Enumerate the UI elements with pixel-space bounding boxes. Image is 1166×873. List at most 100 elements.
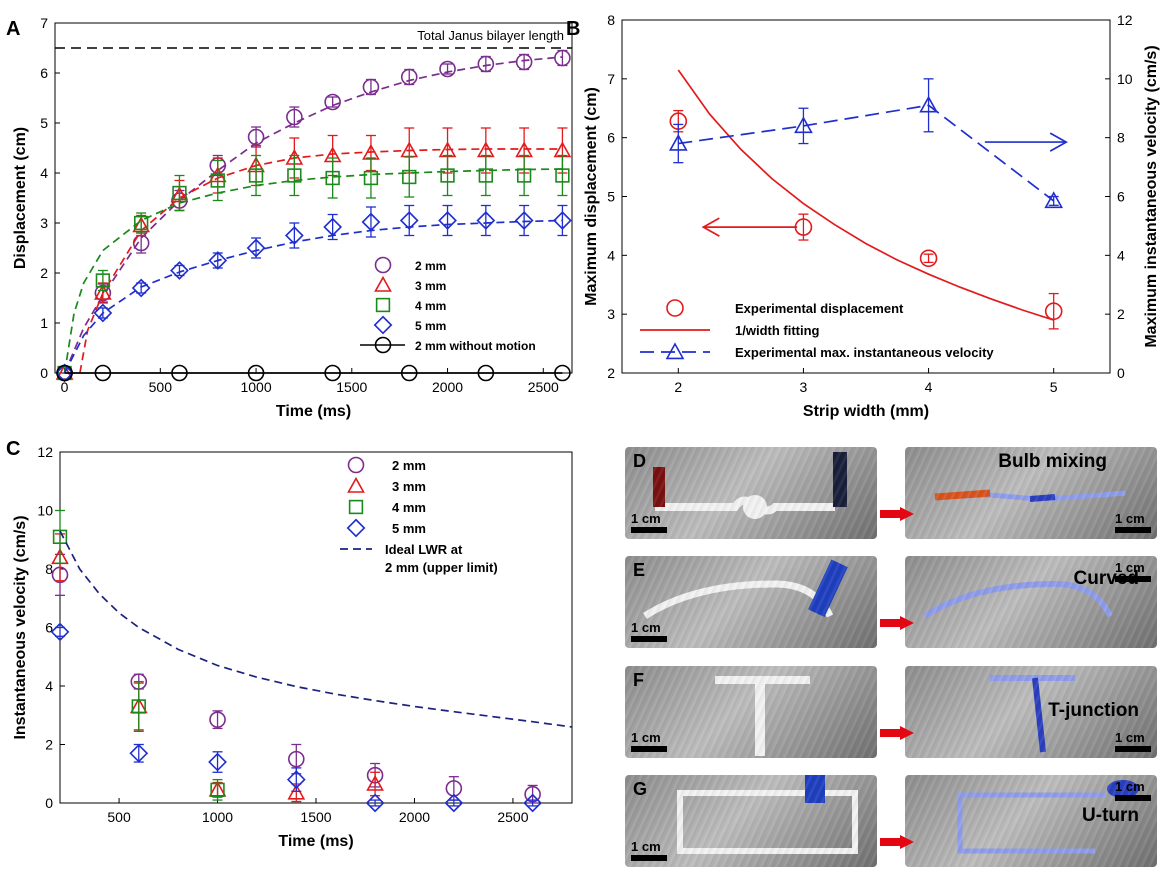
- legend-label: 5 mm: [415, 319, 446, 333]
- series-line: [677, 69, 1054, 321]
- x-tick-label: 500: [107, 809, 131, 825]
- scale-bar-label: 1 cm: [631, 511, 661, 526]
- panel-letter-a: A: [6, 18, 20, 40]
- scale-bar: 1 cm: [631, 620, 667, 642]
- legend-label: 4 mm: [415, 299, 446, 313]
- data-point: [553, 211, 572, 230]
- data-point: [170, 261, 189, 280]
- y-tick-label: 0: [40, 365, 48, 381]
- data-point: [399, 211, 419, 230]
- legend-label: 1/width fitting: [735, 323, 820, 338]
- scale-bar-label: 1 cm: [1115, 779, 1145, 794]
- data-point: [514, 211, 534, 230]
- legend-label: 3 mm: [392, 479, 426, 494]
- x-tick-label: 1000: [240, 379, 271, 395]
- data-point: [284, 226, 304, 245]
- series-0: [56, 49, 571, 382]
- legend-marker: [373, 315, 393, 335]
- y-tick-label: 5: [40, 115, 48, 131]
- data-point: [523, 793, 542, 813]
- y-tick-label: 0: [45, 795, 53, 811]
- data-point: [400, 364, 418, 382]
- fit-line: [63, 56, 563, 374]
- y-axis-label: Instantaneous velocity (cm/s): [12, 515, 29, 739]
- y-tick-label: 2: [45, 737, 53, 753]
- panel-a-chart: 0 500 1000 1500 2000 2500 0 1 2 3 4 5 6 7 Time (ms) Dis…: [12, 15, 573, 420]
- data-point: [362, 78, 380, 96]
- x-tick-label: 1500: [336, 379, 367, 395]
- data-point: [131, 278, 151, 298]
- data-point: [210, 173, 225, 188]
- series-2: [668, 78, 1064, 209]
- x-tick-label: 0: [61, 379, 69, 395]
- y-tick-label: 4: [607, 247, 615, 263]
- right-y-tick-label: 4: [1117, 247, 1125, 263]
- x-tick-label: 3: [800, 379, 808, 395]
- y-tick-label: 3: [40, 215, 48, 231]
- ideal-lwr-curve: [59, 530, 573, 728]
- photo-panel-letter: G: [633, 779, 648, 799]
- photo-caption: Bulb mixing: [998, 451, 1107, 472]
- data-point: [52, 529, 68, 545]
- photo-panel-g-after: U-turn 1 cm: [905, 775, 1157, 867]
- data-point: [209, 711, 226, 728]
- series-3: [55, 204, 572, 383]
- plot-frame: [59, 451, 573, 804]
- x-axis-label: Time (ms): [278, 833, 353, 850]
- data-point: [247, 128, 265, 146]
- series-line: [678, 104, 1055, 202]
- data-point: [668, 133, 688, 151]
- data-point: [477, 55, 495, 73]
- scale-bar: 1 cm: [1115, 779, 1151, 801]
- x-tick-label: 4: [925, 379, 933, 395]
- transition-arrow-icon: [880, 835, 914, 849]
- series-0: [51, 553, 541, 804]
- data-point: [172, 185, 187, 201]
- data-point: [324, 93, 341, 111]
- y-tick-label: 5: [607, 189, 615, 205]
- legend-label: 4 mm: [392, 500, 426, 515]
- axis-arrow-head: [701, 217, 720, 237]
- legend-marker: [374, 275, 392, 292]
- scale-bar: 1 cm: [1115, 511, 1151, 533]
- y-tick-label: 6: [40, 65, 48, 81]
- legend-label: Ideal LWR at: [385, 542, 463, 557]
- transition-arrow-icon: [880, 726, 914, 740]
- scale-bar-label: 1 cm: [631, 620, 661, 635]
- y-tick-label: 8: [607, 12, 615, 28]
- legend-marker: [346, 518, 366, 538]
- transition-arrow-icon: [880, 616, 914, 630]
- data-point: [286, 770, 306, 789]
- data-point: [94, 364, 112, 382]
- legend-label: Experimental displacement: [735, 301, 904, 316]
- series-0: [669, 109, 1063, 330]
- data-point: [208, 251, 228, 270]
- data-point: [402, 169, 417, 185]
- legend-marker: [374, 336, 392, 354]
- data-point: [287, 168, 302, 183]
- photo-panel-d-before: D 1 cm: [625, 447, 877, 539]
- x-tick-label: 2000: [432, 379, 463, 395]
- x-tick-label: 1000: [202, 809, 233, 825]
- data-point: [248, 168, 264, 183]
- right-y-tick-label: 8: [1117, 130, 1125, 146]
- data-point: [131, 699, 146, 714]
- data-point: [323, 217, 343, 237]
- data-point: [554, 364, 571, 382]
- scale-bar-line: [631, 527, 667, 533]
- legend-marker: [347, 456, 365, 474]
- data-point: [133, 215, 149, 231]
- x-tick-label: 2500: [528, 379, 559, 395]
- y-tick-label: 1: [40, 315, 48, 331]
- x-axis-label: Time (ms): [276, 403, 351, 420]
- series-3: [50, 622, 542, 813]
- scale-bar-line: [631, 636, 667, 642]
- data-point: [363, 170, 379, 186]
- scale-bar-label: 1 cm: [1115, 511, 1145, 526]
- scale-bar-label: 1 cm: [1115, 560, 1145, 575]
- y-tick-label: 4: [40, 165, 48, 181]
- y-tick-label: 8: [45, 561, 53, 577]
- legend-marker: [375, 297, 391, 313]
- photo-caption: T-junction: [1048, 700, 1139, 721]
- legend-label: 5 mm: [392, 521, 426, 536]
